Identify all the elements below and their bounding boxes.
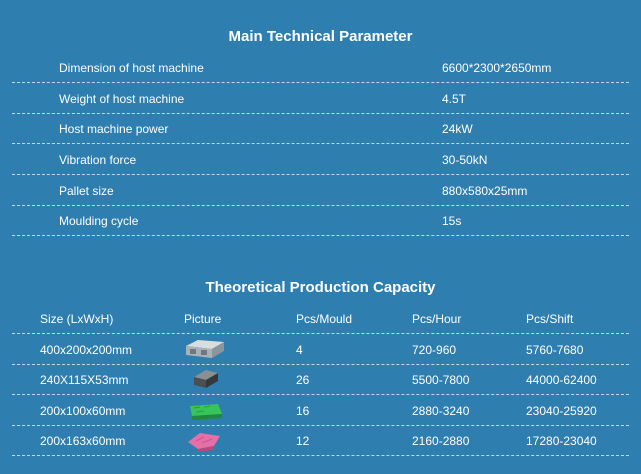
pcs-shift-cell: 44000-62400 <box>526 373 597 387</box>
param-name: Pallet size <box>59 184 114 198</box>
pcs-mould-cell: 12 <box>296 434 310 448</box>
size-cell: 200x163x60mm <box>40 434 126 448</box>
capacity-row: 200x163x60mm 12 2160-2880 17280-23040 <box>12 425 629 456</box>
param-row: Moulding cycle 15s <box>12 205 629 236</box>
param-row: Host machine power 24kW <box>12 113 629 144</box>
capacity-row: 200x100x60mm 16 2880-3240 23040-25920 <box>12 395 629 426</box>
param-value: 880x580x25mm <box>442 184 528 198</box>
param-row: Vibration force 30-50kN <box>12 144 629 175</box>
capacity-row: 240X115X53mm 26 5500-7800 44000-62400 <box>12 364 629 395</box>
pcs-mould-cell: 4 <box>296 343 303 357</box>
pcs-hour-cell: 720-960 <box>412 343 457 357</box>
pcs-mould-cell: 26 <box>296 373 310 387</box>
solid-brick-icon <box>194 370 218 388</box>
pcs-shift-cell: 23040-25920 <box>526 404 597 418</box>
param-row: Pallet size 880x580x25mm <box>12 175 629 206</box>
param-value: 15s <box>442 214 462 228</box>
header-size: Size (LxWxH) <box>40 312 114 326</box>
header-pcs-hour: Pcs/Hour <box>412 312 462 326</box>
param-row: Weight of host machine 4.5T <box>12 83 629 114</box>
pcs-hour-cell: 5500-7800 <box>412 373 470 387</box>
capacity-row: 400x200x200mm 4 720-960 5760-7680 <box>12 334 629 365</box>
pcs-hour-cell: 2880-3240 <box>412 404 470 418</box>
capacity-title: Theoretical Production Capacity <box>205 279 436 296</box>
pcs-shift-cell: 17280-23040 <box>526 434 597 448</box>
header-picture: Picture <box>184 312 222 326</box>
param-value: 24kW <box>442 122 473 136</box>
param-name: Weight of host machine <box>59 92 185 106</box>
size-cell: 240X115X53mm <box>40 373 129 387</box>
param-name: Dimension of host machine <box>59 61 204 75</box>
pcs-mould-cell: 16 <box>296 404 310 418</box>
pink-paver-icon <box>188 433 220 452</box>
param-name: Host machine power <box>59 122 169 136</box>
header-pcs-shift: Pcs/Shift <box>526 312 574 326</box>
hollow-block-icon <box>186 340 224 358</box>
size-cell: 200x100x60mm <box>40 404 126 418</box>
header-pcs-mould: Pcs/Mould <box>296 312 353 326</box>
param-value: 6600*2300*2650mm <box>442 61 552 75</box>
green-paver-icon <box>190 404 222 420</box>
param-name: Moulding cycle <box>59 214 139 228</box>
param-row: Dimension of host machine 6600*2300*2650… <box>12 52 629 83</box>
size-cell: 400x200x200mm <box>40 343 133 357</box>
pcs-shift-cell: 5760-7680 <box>526 343 584 357</box>
param-name: Vibration force <box>59 153 137 167</box>
main-parameter-title: Main Technical Parameter <box>228 28 413 45</box>
param-value: 4.5T <box>442 92 467 106</box>
pcs-hour-cell: 2160-2880 <box>412 434 470 448</box>
capacity-header-row: Size (LxWxH) Picture Pcs/Mould Pcs/Hour … <box>12 303 629 334</box>
param-value: 30-50kN <box>442 153 488 167</box>
